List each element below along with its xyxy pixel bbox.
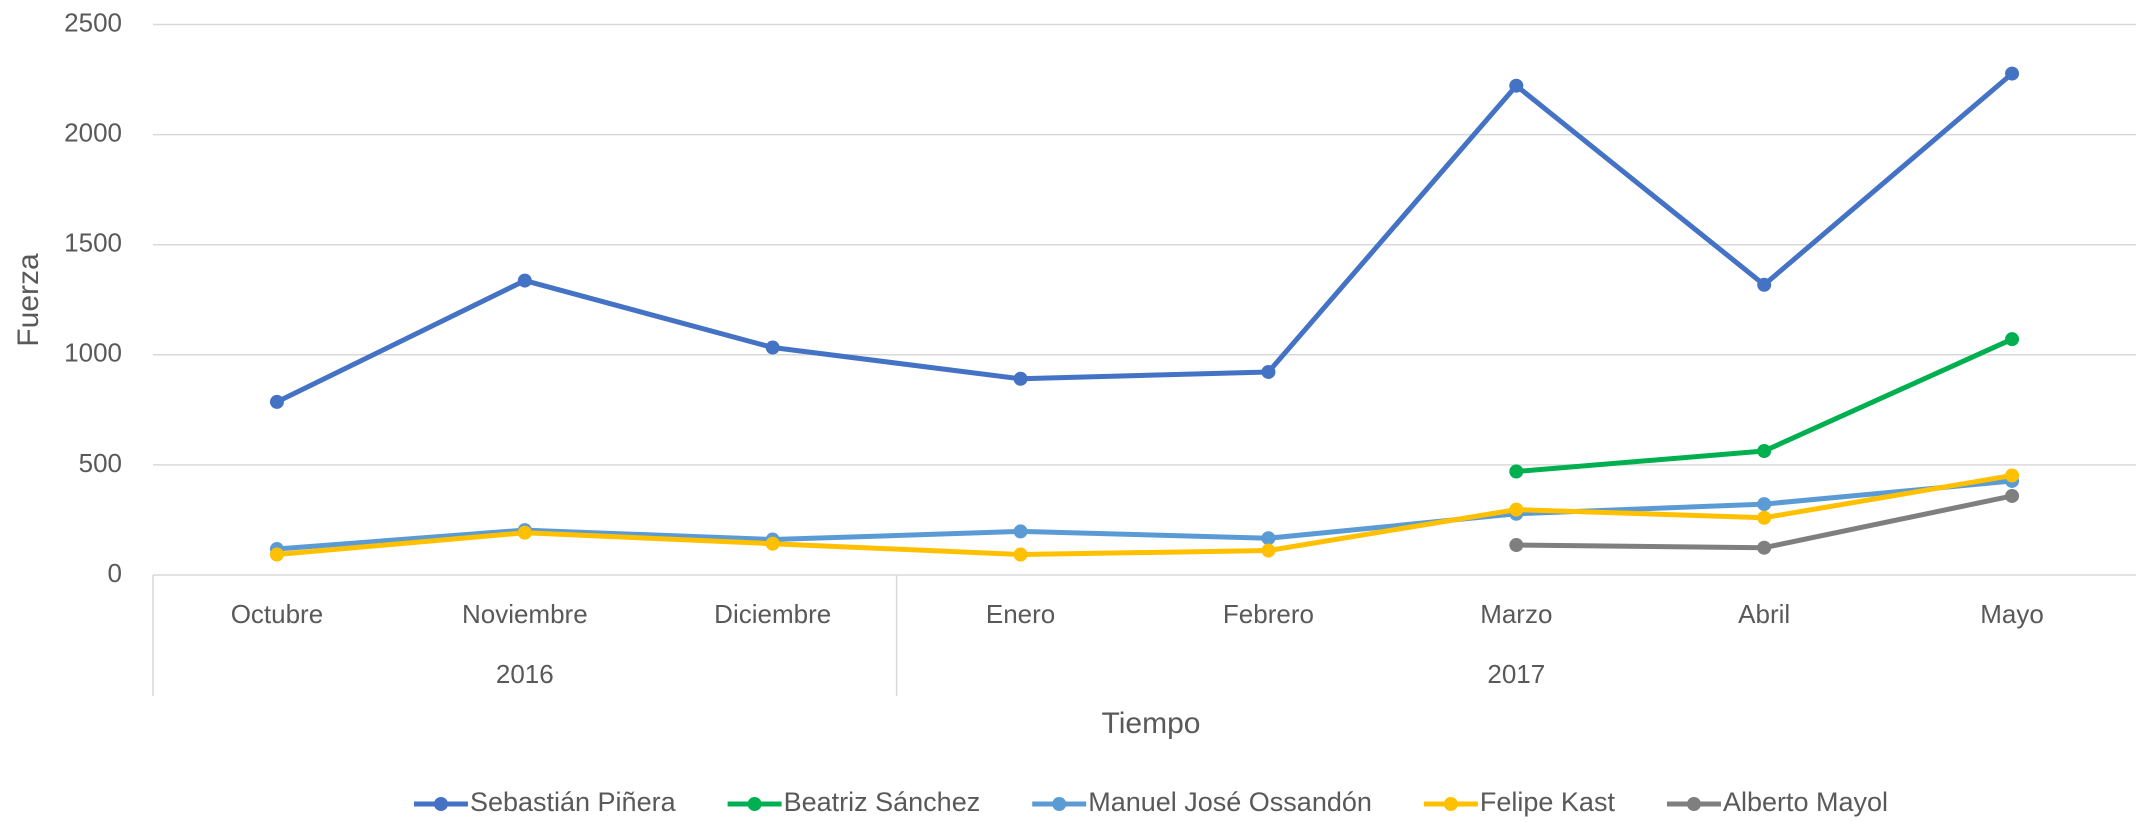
y-tick-label: 2500 [64, 7, 122, 37]
data-point [1261, 364, 1276, 379]
x-tick-label: Febrero [1223, 599, 1314, 629]
data-point [1509, 464, 1524, 479]
data-point [1757, 444, 1772, 459]
data-point [1757, 540, 1772, 555]
legend-label: Alberto Mayol [1723, 787, 1888, 817]
legend-item: Manuel José Ossandón [1032, 787, 1372, 817]
x-tick-label: Mayo [1980, 599, 2044, 629]
y-tick-label: 500 [79, 448, 122, 478]
data-point [1013, 547, 1028, 562]
y-tick-label: 1000 [64, 338, 122, 368]
legend-item: Beatriz Sánchez [727, 787, 981, 817]
data-point [2005, 468, 2020, 483]
legend-marker [1686, 797, 1701, 811]
legend-marker [1052, 797, 1067, 811]
data-point [1261, 531, 1276, 546]
data-point [765, 536, 780, 551]
x-tick-label: Octubre [231, 599, 324, 629]
legend-item: Alberto Mayol [1666, 787, 1888, 817]
data-point [2005, 66, 2020, 81]
data-point [1509, 78, 1524, 93]
x-group-label: 2017 [1487, 659, 1545, 689]
x-group-label: 2016 [496, 659, 554, 689]
series-line [275, 71, 2014, 405]
data-point [1509, 502, 1524, 517]
legend-item: Sebastián Piñera [413, 787, 677, 817]
data-point [269, 547, 284, 562]
data-point [1509, 538, 1524, 553]
data-point [1757, 277, 1772, 292]
x-tick-label: Enero [986, 599, 1055, 629]
y-axis-title: Fuerza [12, 253, 45, 347]
data-point [2005, 332, 2020, 347]
x-tick-label: Abril [1738, 599, 1790, 629]
data-point [1013, 524, 1028, 539]
x-tick-label: Diciembre [714, 599, 831, 629]
data-point [1757, 510, 1772, 525]
data-point [2005, 488, 2020, 503]
legend-marker [1443, 797, 1458, 811]
legend-marker [747, 797, 762, 811]
data-point [269, 394, 284, 409]
y-tick-label: 1500 [64, 228, 122, 258]
data-point [1261, 543, 1276, 558]
data-point [765, 340, 780, 355]
y-tick-label: 0 [108, 558, 122, 588]
legend-item: Felipe Kast [1423, 787, 1616, 817]
legend-marker [433, 797, 448, 811]
data-point [1757, 497, 1772, 512]
legend-label: Felipe Kast [1480, 787, 1616, 817]
data-point [1013, 371, 1028, 386]
legend-label: Manuel José Ossandón [1088, 787, 1372, 817]
data-point [517, 273, 532, 288]
y-tick-label: 2000 [64, 117, 122, 147]
series-line [276, 473, 2013, 558]
legend-label: Sebastián Piñera [470, 787, 677, 817]
x-axis-title: Tiempo [1102, 707, 1201, 740]
data-point [517, 525, 532, 540]
legend-label: Beatriz Sánchez [784, 787, 981, 817]
x-tick-label: Marzo [1480, 599, 1552, 629]
x-tick-label: Noviembre [462, 599, 588, 629]
series-line [276, 478, 2013, 552]
